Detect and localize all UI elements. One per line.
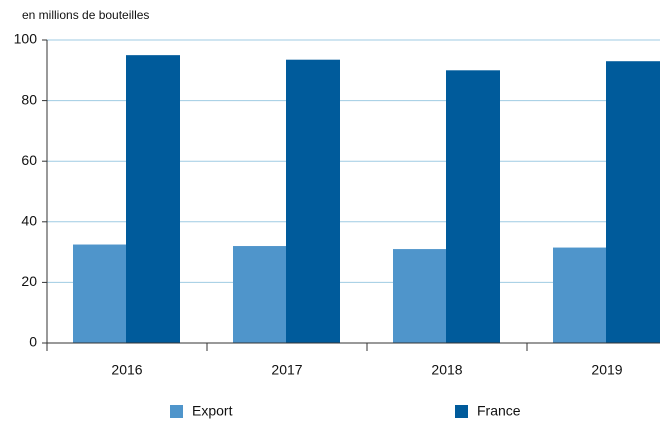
bar	[126, 55, 180, 344]
y-tick-label: 80	[21, 91, 37, 107]
y-tick-label: 100	[14, 31, 38, 47]
bar	[553, 247, 607, 343]
bar	[606, 61, 660, 344]
legend-swatch	[455, 405, 468, 418]
x-tick-label: 2017	[271, 362, 302, 378]
legend-swatch	[170, 405, 183, 418]
bar	[393, 249, 447, 343]
y-tick-label: 0	[29, 334, 37, 350]
x-tick-label: 2018	[431, 362, 462, 378]
bar	[446, 70, 500, 344]
bar	[233, 246, 287, 343]
y-tick-label: 20	[21, 273, 37, 289]
x-tick-label: 2019	[591, 362, 622, 378]
y-tick-label: 40	[21, 213, 37, 229]
legend-label: Export	[192, 403, 233, 419]
bar	[286, 59, 340, 343]
x-tick-label: 2016	[111, 362, 142, 378]
bar	[73, 244, 127, 343]
legend-label: France	[477, 403, 521, 419]
y-axis-label: en millions de bouteilles	[22, 8, 149, 22]
y-tick-label: 60	[21, 152, 37, 168]
